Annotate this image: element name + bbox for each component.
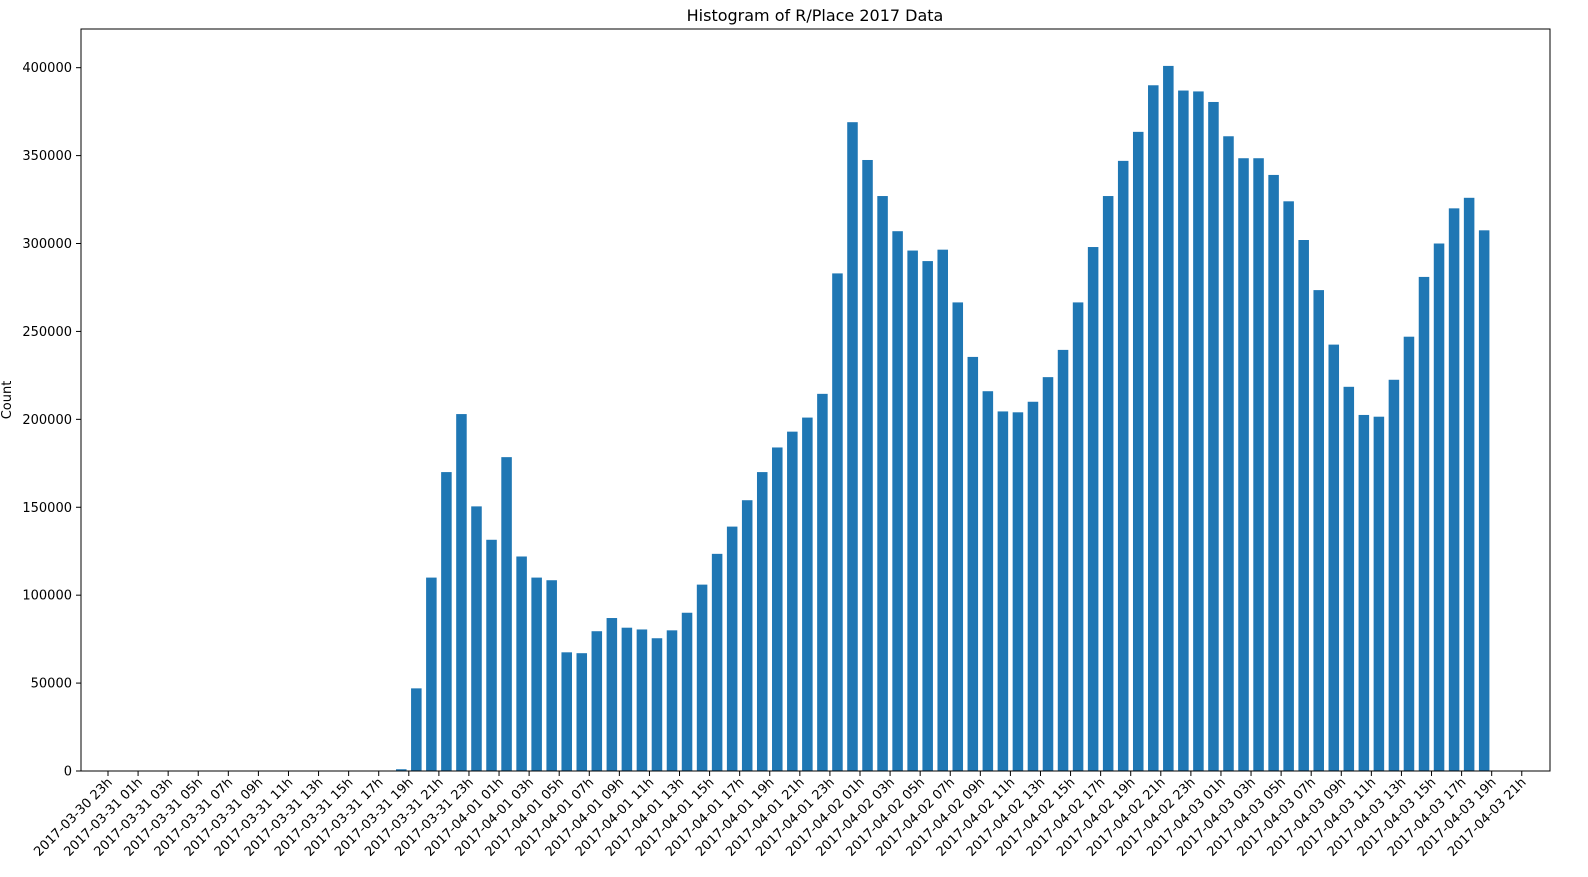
histogram-bar (1253, 158, 1264, 772)
histogram-bar (1193, 91, 1204, 772)
histogram-bar (1268, 174, 1279, 771)
y-tick-label: 200000 (22, 413, 72, 428)
y-axis-label: Count (0, 381, 15, 420)
histogram-bar (621, 627, 633, 771)
histogram-bar (802, 417, 813, 771)
histogram-bar (1148, 85, 1159, 771)
histogram-bar (1072, 302, 1084, 771)
histogram-bar (1027, 401, 1039, 771)
histogram-bar (1373, 416, 1385, 771)
y-tick-label: 0 (64, 765, 72, 780)
y-tick-label: 250000 (22, 325, 72, 340)
histogram-bar (1163, 65, 1174, 772)
histogram-bar (1478, 230, 1490, 771)
histogram-bar (907, 250, 918, 772)
histogram-bar (726, 526, 738, 771)
y-tick-label: 400000 (22, 61, 72, 76)
histogram-bar (1238, 158, 1249, 772)
plot-frame (80, 28, 1551, 772)
histogram-bar (606, 618, 618, 771)
histogram-bar (1358, 414, 1370, 771)
histogram-bar (1208, 101, 1219, 772)
histogram-bar (967, 356, 979, 771)
histogram-bar (471, 506, 482, 771)
histogram-bar (877, 196, 888, 772)
histogram-bar (426, 577, 437, 771)
histogram-bar (832, 273, 843, 771)
y-tick-label: 100000 (22, 589, 72, 604)
histogram-bar (531, 577, 542, 771)
histogram-bar (1328, 344, 1340, 771)
histogram-bar (1298, 240, 1309, 771)
histogram-bar (1012, 412, 1024, 771)
histogram-bar (1178, 90, 1189, 772)
histogram-bar (1283, 201, 1294, 771)
histogram-bar (591, 631, 603, 771)
histogram-bar (1087, 247, 1099, 771)
histogram-bar (561, 652, 572, 771)
histogram-bar (636, 629, 648, 771)
y-tick-label: 150000 (22, 501, 72, 516)
histogram-bar (576, 653, 588, 771)
histogram-bar (1102, 196, 1114, 772)
histogram-bar (1463, 197, 1475, 772)
histogram-bar (982, 391, 994, 771)
histogram-bar (922, 261, 933, 771)
histogram-bar (787, 431, 798, 771)
histogram-bar (997, 411, 1009, 771)
histogram-bar (411, 688, 422, 771)
histogram-bar (1343, 386, 1355, 771)
histogram-bar (756, 472, 768, 771)
histogram-bar (1448, 208, 1460, 772)
histogram-bar (456, 414, 467, 771)
histogram-bar (1403, 336, 1415, 771)
histogram-bar (1388, 379, 1400, 771)
histogram-bar (847, 122, 858, 771)
histogram-bar (666, 630, 678, 771)
histogram-bar (486, 539, 497, 771)
histogram-bar (1433, 243, 1445, 771)
histogram-bar (1418, 276, 1430, 771)
histogram-bar (546, 580, 557, 771)
histogram-bar (772, 447, 783, 771)
histogram-bar (1223, 136, 1234, 771)
histogram-bar (1117, 160, 1129, 771)
histogram-bar (516, 556, 527, 771)
histogram-bar (952, 302, 964, 771)
y-tick-label: 50000 (31, 677, 72, 692)
histogram-bar (396, 769, 407, 771)
histogram-bar (1132, 131, 1144, 772)
y-tick-label: 300000 (22, 237, 72, 252)
histogram-bar (1313, 290, 1324, 771)
y-axis: 0 50000 100000 150000 200000 250000 300000 3500… (22, 61, 81, 780)
histogram-bar (1057, 349, 1069, 771)
bars-layer (185, 65, 1490, 772)
histogram-bar (892, 231, 903, 771)
histogram-bar (937, 249, 948, 772)
histogram-bar (501, 457, 512, 771)
histogram-bar (651, 638, 663, 771)
histogram-bar (681, 612, 693, 771)
histogram-bar (696, 584, 708, 771)
histogram-bar (741, 500, 753, 771)
y-tick-label: 350000 (22, 149, 72, 164)
histogram-bar (711, 553, 723, 771)
histogram-bar (1042, 377, 1054, 771)
histogram-bar (817, 393, 828, 771)
histogram-bar (441, 472, 452, 771)
histogram-bar (862, 159, 873, 772)
chart-title: Histogram of R/Place 2017 Data (687, 6, 944, 25)
